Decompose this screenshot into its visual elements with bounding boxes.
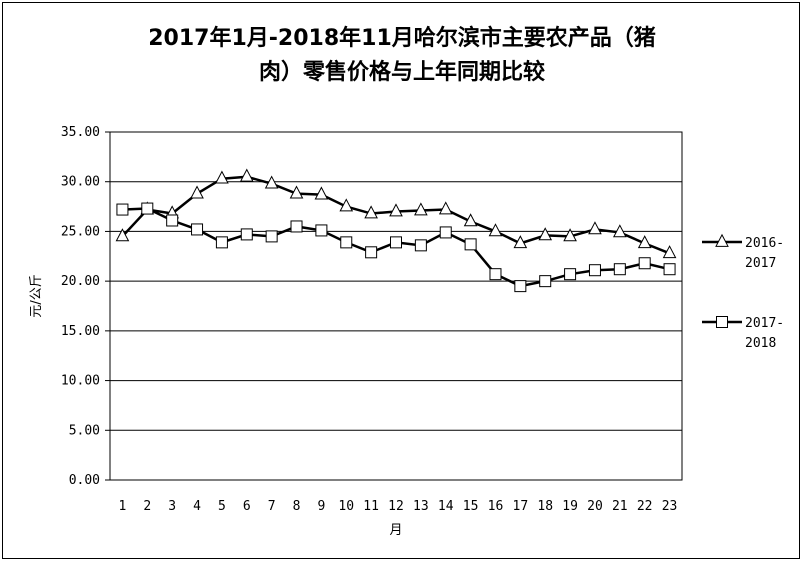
y-tick-label: 20.00 — [61, 274, 100, 289]
y-tick-label: 25.00 — [61, 224, 100, 239]
x-tick-label: 21 — [612, 499, 628, 514]
plot-area — [109, 131, 683, 481]
data-point-square — [564, 268, 577, 281]
chart-title-line2: 肉）零售价格与上年同期比较 — [258, 60, 545, 85]
legend-label-1-line1: 2016- — [745, 236, 784, 251]
data-point-triangle — [588, 221, 602, 235]
data-point-square — [290, 220, 303, 233]
y-axis-label: 元/公斤 — [29, 274, 44, 317]
data-point-triangle — [264, 175, 279, 189]
legend-marker-triangle — [715, 233, 729, 247]
x-tick-label: 11 — [363, 499, 379, 514]
data-point-triangle — [513, 235, 528, 249]
data-point-triangle — [339, 198, 354, 212]
data-point-square — [588, 264, 601, 277]
data-point-triangle — [115, 228, 130, 242]
y-tick-label: 0.00 — [69, 473, 100, 488]
y-tick-label: 15.00 — [61, 324, 100, 339]
data-point-square — [390, 236, 402, 249]
data-point-triangle — [662, 245, 677, 259]
data-point-square — [489, 268, 502, 281]
x-tick-label: 2 — [143, 499, 151, 514]
data-point-triangle — [414, 202, 428, 216]
data-point-triangle — [612, 224, 627, 238]
x-tick-label: 13 — [413, 499, 429, 514]
data-point-triangle — [289, 185, 304, 199]
x-axis-label: 月 — [389, 523, 402, 538]
data-point-square — [315, 224, 328, 237]
x-tick-label: 19 — [562, 499, 578, 514]
data-point-square — [414, 239, 427, 252]
x-tick-label: 17 — [513, 499, 529, 514]
data-point-square — [439, 226, 452, 239]
data-point-square — [365, 246, 378, 259]
data-point-square — [191, 223, 204, 236]
chart-title-line1: 2017年1月-2018年11月哈尔滨市主要农产品（猪 — [148, 26, 656, 51]
x-tick-label: 20 — [587, 499, 603, 514]
data-point-square — [539, 275, 552, 288]
data-point-square — [215, 236, 228, 249]
y-tick-label: 5.00 — [69, 423, 100, 438]
data-point-square — [166, 214, 179, 227]
x-tick-label: 3 — [168, 499, 176, 514]
x-tick-label: 1 — [119, 499, 127, 514]
x-tick-label: 15 — [463, 499, 479, 514]
x-tick-label: 10 — [338, 499, 354, 514]
x-tick-label: 9 — [317, 499, 325, 514]
data-point-square — [663, 263, 676, 276]
data-point-triangle — [389, 203, 403, 217]
x-tick-label: 14 — [438, 499, 454, 514]
y-tick-label: 35.00 — [61, 125, 100, 140]
data-point-square — [464, 238, 477, 251]
data-point-triangle — [364, 205, 378, 219]
data-point-triangle — [239, 168, 254, 182]
legend-label-2-line2: 2018 — [745, 336, 776, 351]
legend-label-2-line1: 2017- — [745, 316, 784, 331]
data-point-square — [141, 202, 154, 215]
x-tick-label: 23 — [662, 499, 678, 514]
data-point-triangle — [314, 186, 329, 200]
data-point-triangle — [488, 223, 503, 237]
x-tick-label: 22 — [637, 499, 653, 514]
data-point-square — [116, 203, 129, 216]
data-point-triangle — [438, 201, 453, 215]
data-point-square — [240, 228, 253, 241]
x-tick-label: 8 — [293, 499, 301, 514]
data-point-triangle — [190, 185, 204, 199]
data-point-triangle — [637, 235, 652, 249]
legend-label-1-line2: 2017 — [745, 256, 776, 271]
data-point-square — [265, 230, 278, 243]
data-point-square — [514, 280, 527, 293]
x-tick-label: 5 — [218, 499, 226, 514]
x-tick-label: 18 — [537, 499, 553, 514]
legend-marker-square — [716, 316, 728, 328]
data-point-triangle — [563, 228, 577, 242]
data-point-square — [613, 263, 626, 276]
data-point-triangle — [538, 227, 553, 241]
y-tick-label: 10.00 — [61, 374, 100, 389]
data-point-triangle — [215, 170, 229, 184]
x-tick-label: 6 — [243, 499, 251, 514]
x-tick-label: 16 — [488, 499, 504, 514]
data-point-square — [340, 236, 353, 249]
x-tick-label: 4 — [193, 499, 201, 514]
chart-title: 2017年1月-2018年11月哈尔滨市主要农产品（猪 肉）零售价格与上年同期比… — [0, 22, 804, 90]
y-tick-label: 30.00 — [61, 175, 100, 190]
data-point-triangle — [463, 213, 478, 227]
x-tick-label: 12 — [388, 499, 404, 514]
data-point-square — [638, 257, 651, 270]
x-tick-label: 7 — [268, 499, 276, 514]
